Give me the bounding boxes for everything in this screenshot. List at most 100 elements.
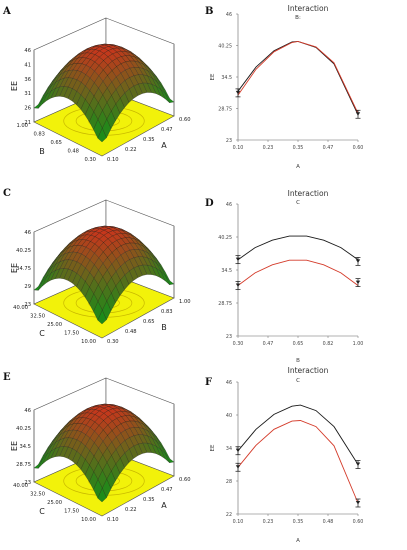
- data-marker: [235, 462, 241, 472]
- x-axis-label: A: [296, 538, 300, 544]
- marker-shape: [355, 280, 361, 285]
- right-axis-tick: 0.65: [143, 319, 155, 325]
- y-tick-label: 40.25: [218, 44, 232, 50]
- left-axis-label: B: [39, 147, 45, 156]
- right-axis-tick: 1.00: [179, 299, 191, 305]
- right-axis-label: B: [161, 323, 167, 332]
- x-tick-label: 1.00: [353, 341, 364, 347]
- x-tick-label: 0.65: [293, 341, 304, 347]
- x-tick-label: 0.10: [233, 145, 244, 151]
- x-axis-label: B: [296, 358, 300, 364]
- right-axis-tick: 0.47: [161, 127, 173, 133]
- left-axis-tick: 40.00: [13, 305, 28, 311]
- series-line-1: [237, 404, 359, 465]
- left-axis-tick: 17.50: [64, 331, 79, 337]
- right-axis-tick: 0.47: [161, 487, 173, 493]
- panel-letter-e: E: [3, 372, 11, 383]
- left-axis-label: C: [39, 507, 45, 516]
- left-axis-tick: 40.00: [13, 483, 28, 489]
- left-axis-tick: 10.00: [81, 517, 96, 523]
- surface-mesh: [33, 403, 175, 503]
- surface-panel-c: [33, 199, 175, 339]
- y-tick-label: 34.5: [221, 268, 232, 274]
- x-tick-label: 0.48: [323, 519, 334, 525]
- x-tick-label: 0.47: [323, 145, 334, 151]
- surface-facet: [97, 309, 107, 325]
- panel-title: Interaction: [288, 366, 329, 375]
- right-axis-tick: 0.35: [143, 137, 155, 143]
- x-tick-label: 0.60: [353, 519, 364, 525]
- y-tick-label: 28.75: [218, 301, 232, 307]
- series-line-2: [237, 259, 359, 286]
- y-tick-label: 23: [226, 138, 232, 144]
- x-tick-label: 0.23: [263, 519, 274, 525]
- y-tick-label: 34: [226, 446, 232, 452]
- right-axis-label: A: [161, 501, 167, 510]
- interaction-panel-d: [235, 203, 361, 338]
- surface-panel-a: [33, 17, 175, 157]
- y-tick-label: 23: [226, 334, 232, 340]
- y-tick-label: 22: [226, 512, 232, 518]
- z-tick-label: 40.25: [16, 426, 31, 432]
- panel-letter-b: B: [205, 6, 213, 17]
- interaction-panel-b: [235, 13, 361, 142]
- data-marker: [355, 498, 361, 508]
- z-axis-label: EE: [10, 441, 19, 451]
- surface-mesh: [33, 225, 175, 325]
- panel-title: Interaction: [288, 4, 329, 13]
- right-axis-tick: 0.22: [125, 147, 137, 153]
- left-axis-tick: 0.83: [33, 132, 45, 138]
- y-tick-label: 40: [226, 413, 232, 419]
- data-marker: [235, 88, 241, 98]
- y-axis-label: EE: [210, 444, 216, 451]
- left-axis-tick: 10.00: [81, 339, 96, 345]
- marker-shape: [235, 257, 241, 262]
- y-axis-label: EE: [210, 73, 216, 80]
- z-tick-label: 21: [24, 120, 31, 126]
- right-axis-tick: 0.48: [125, 329, 137, 335]
- marker-shape: [235, 448, 241, 453]
- z-tick-label: 23: [24, 480, 31, 486]
- z-tick-label: 31: [24, 91, 31, 97]
- left-axis-tick: 1.00: [16, 123, 28, 129]
- panel-subtitle: C: [296, 200, 300, 206]
- z-tick-label: 41: [24, 62, 31, 68]
- z-tick-label: 34.5: [19, 444, 31, 450]
- left-axis-label: C: [39, 329, 45, 338]
- interaction-panel-f: [235, 381, 361, 516]
- series-line-1: [237, 235, 359, 261]
- x-tick-label: 0.60: [353, 145, 364, 151]
- z-tick-label: 46: [24, 230, 31, 236]
- x-tick-label: 0.35: [293, 519, 304, 525]
- data-marker: [355, 257, 361, 266]
- marker-shape: [355, 501, 361, 505]
- series-line-1: [237, 40, 359, 115]
- x-tick-label: 0.23: [263, 145, 274, 151]
- panel-letter-c: C: [3, 188, 11, 199]
- left-axis-tick: 0.65: [50, 140, 62, 146]
- y-tick-label: 40.25: [218, 235, 232, 241]
- panel-letter-d: D: [205, 198, 214, 209]
- marker-shape: [355, 462, 361, 466]
- panel-subtitle: B:: [295, 15, 301, 21]
- left-axis-tick: 25.00: [47, 500, 62, 506]
- data-marker: [355, 109, 361, 119]
- panel-letter-f: F: [205, 377, 212, 388]
- surface-panel-e: [33, 377, 175, 517]
- y-tick-label: 46: [226, 12, 232, 18]
- right-axis-tick: 0.60: [179, 117, 191, 123]
- z-tick-label: 23: [24, 302, 31, 308]
- x-tick-label: 0.10: [233, 519, 244, 525]
- surface-facet: [97, 487, 107, 503]
- marker-shape: [355, 259, 361, 263]
- data-marker: [235, 446, 241, 456]
- x-tick-label: 0.30: [233, 341, 244, 347]
- left-axis-tick: 32.50: [30, 492, 45, 498]
- y-tick-label: 46: [226, 202, 232, 208]
- z-tick-label: 46: [24, 408, 31, 414]
- data-marker: [355, 278, 361, 287]
- z-axis-label: EE: [10, 81, 19, 91]
- panel-subtitle: C: [296, 378, 300, 384]
- data-marker: [235, 255, 241, 265]
- right-axis-tick: 0.30: [107, 339, 119, 345]
